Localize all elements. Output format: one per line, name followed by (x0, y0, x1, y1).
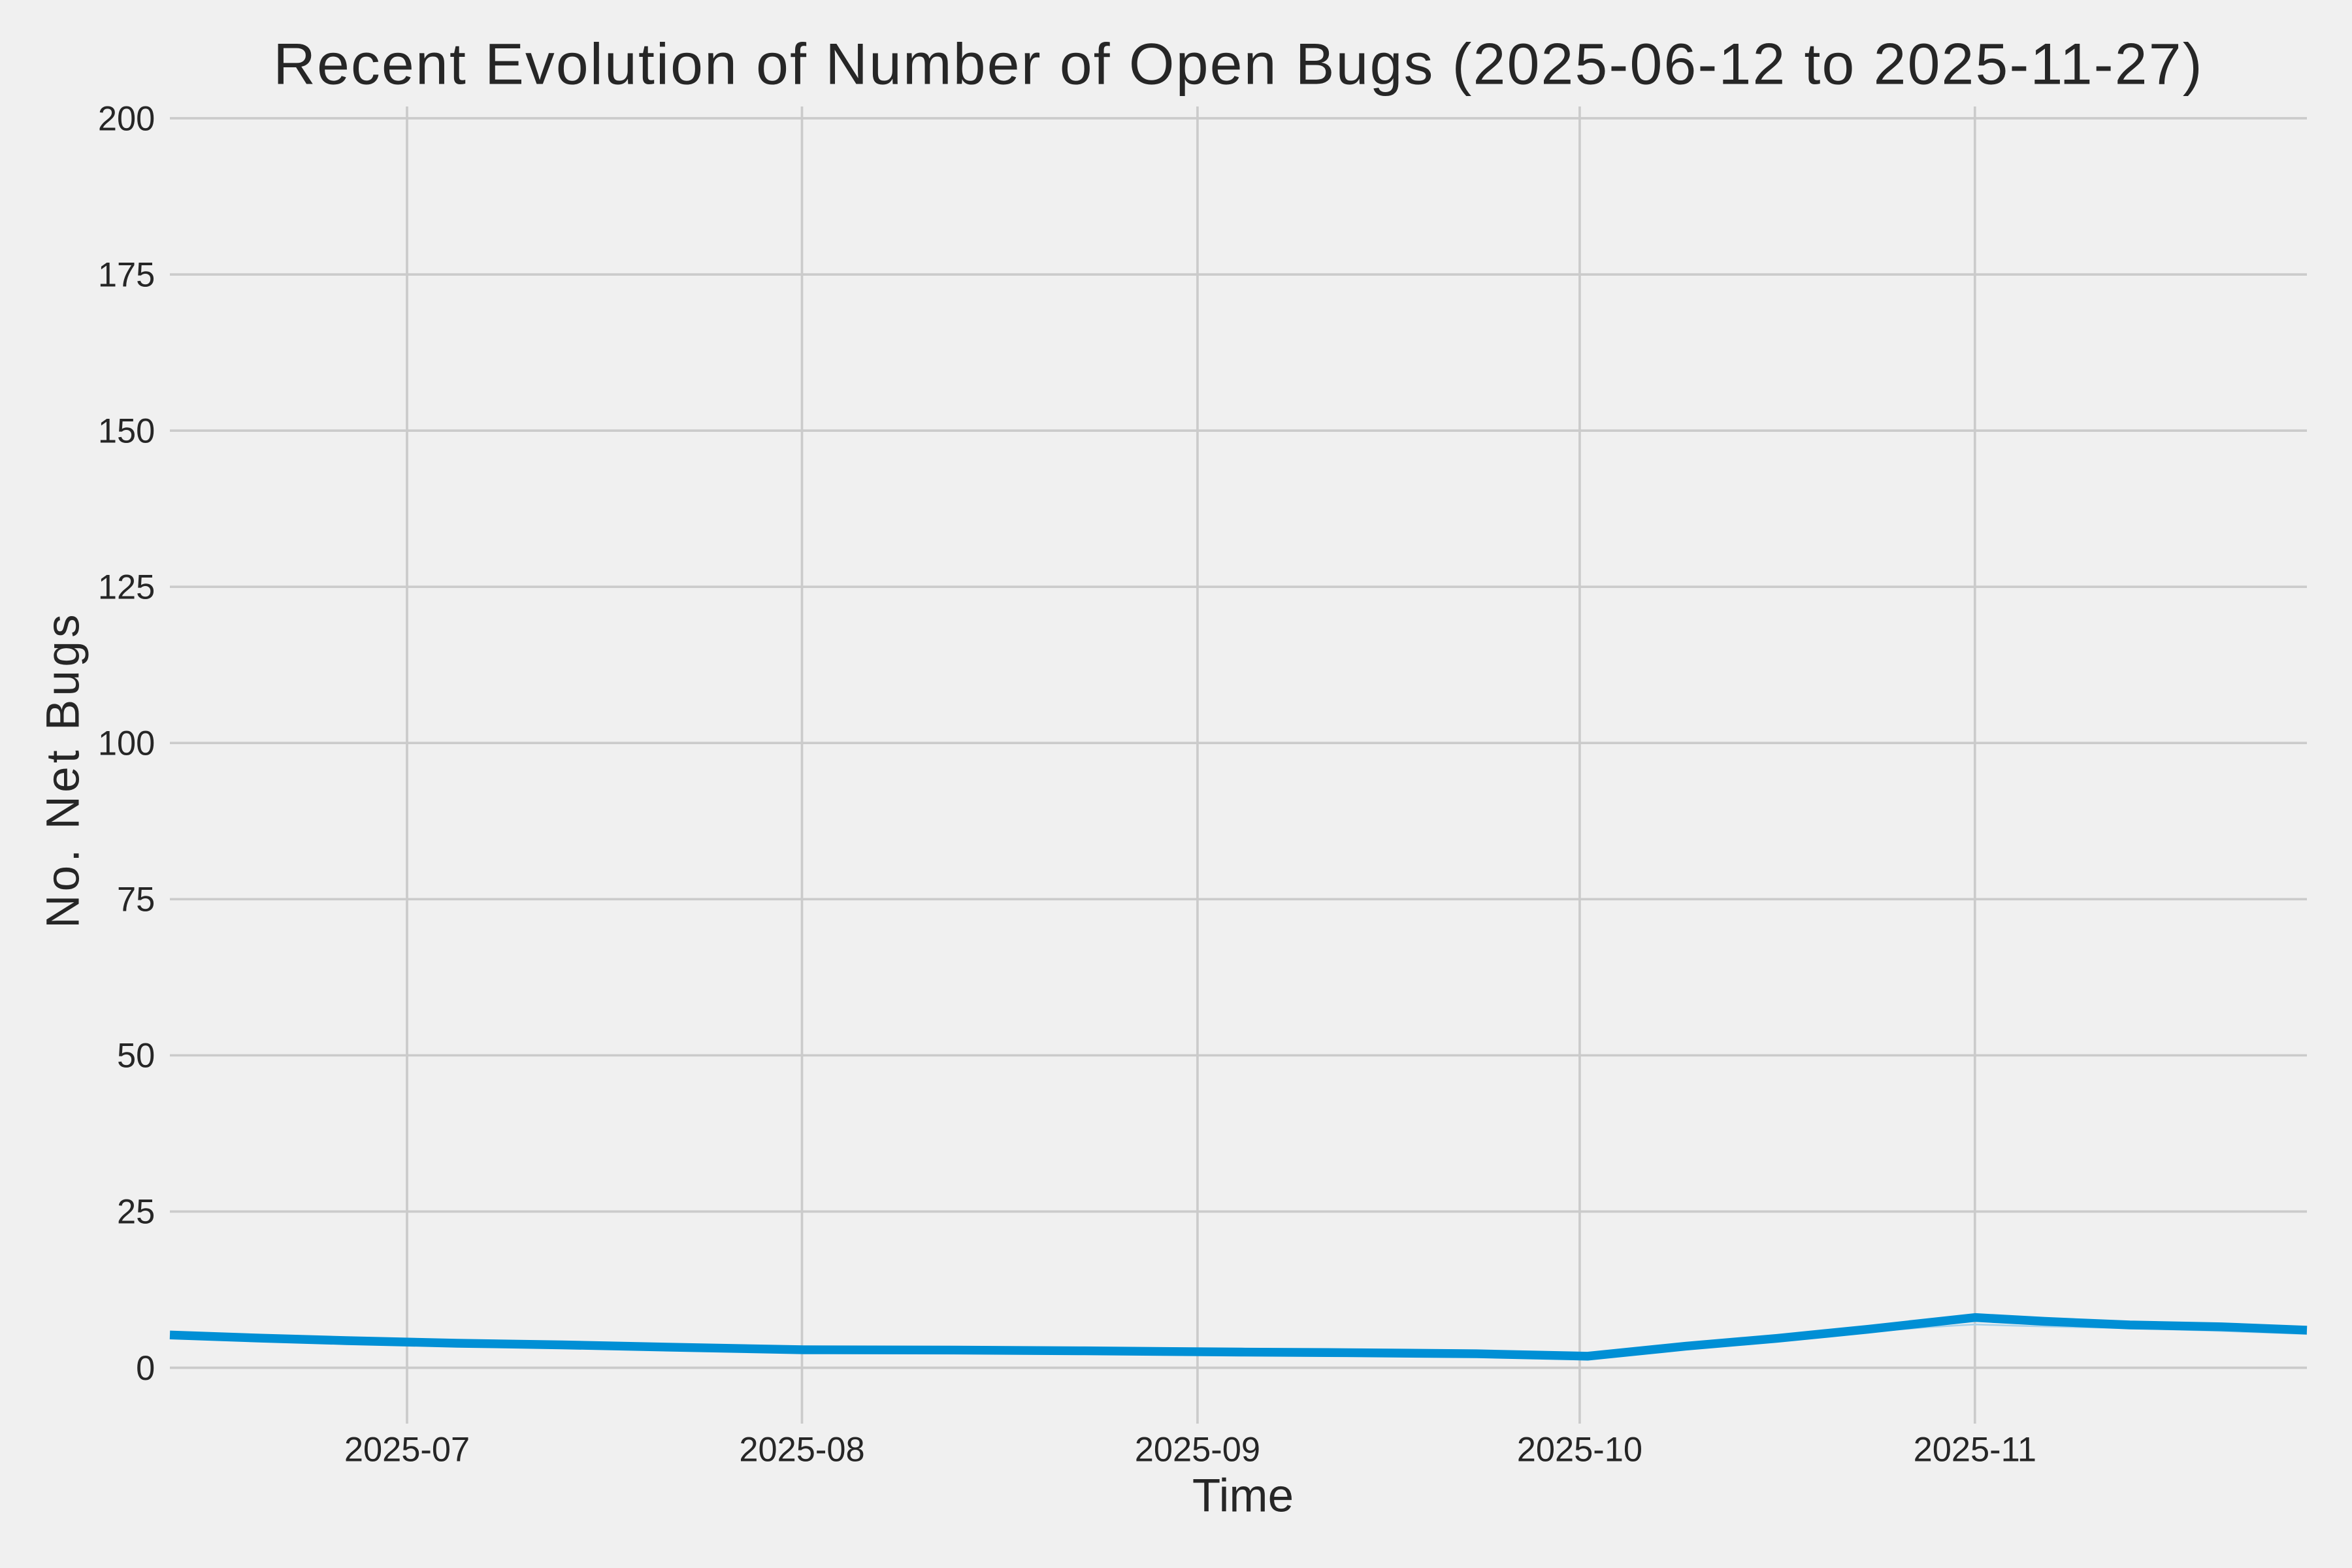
svg-text:0: 0 (136, 1350, 155, 1388)
svg-text:125: 125 (98, 569, 155, 607)
svg-text:Recent Evolution of Number of: Recent Evolution of Number of Open Bugs … (273, 31, 2204, 97)
svg-text:2025-11: 2025-11 (1914, 1431, 2036, 1469)
svg-text:200: 200 (98, 100, 155, 138)
svg-text:50: 50 (117, 1037, 155, 1075)
svg-text:150: 150 (98, 412, 155, 450)
svg-text:No. Net Bugs: No. Net Bugs (38, 611, 90, 928)
svg-text:75: 75 (117, 881, 155, 919)
svg-text:Time: Time (1192, 1471, 1294, 1522)
svg-text:2025-07: 2025-07 (344, 1431, 470, 1469)
svg-text:2025-09: 2025-09 (1135, 1431, 1260, 1469)
svg-text:25: 25 (117, 1194, 155, 1232)
svg-text:2025-10: 2025-10 (1517, 1431, 1642, 1469)
svg-text:2025-08: 2025-08 (739, 1431, 864, 1469)
svg-text:175: 175 (98, 256, 155, 294)
svg-text:100: 100 (98, 725, 155, 763)
